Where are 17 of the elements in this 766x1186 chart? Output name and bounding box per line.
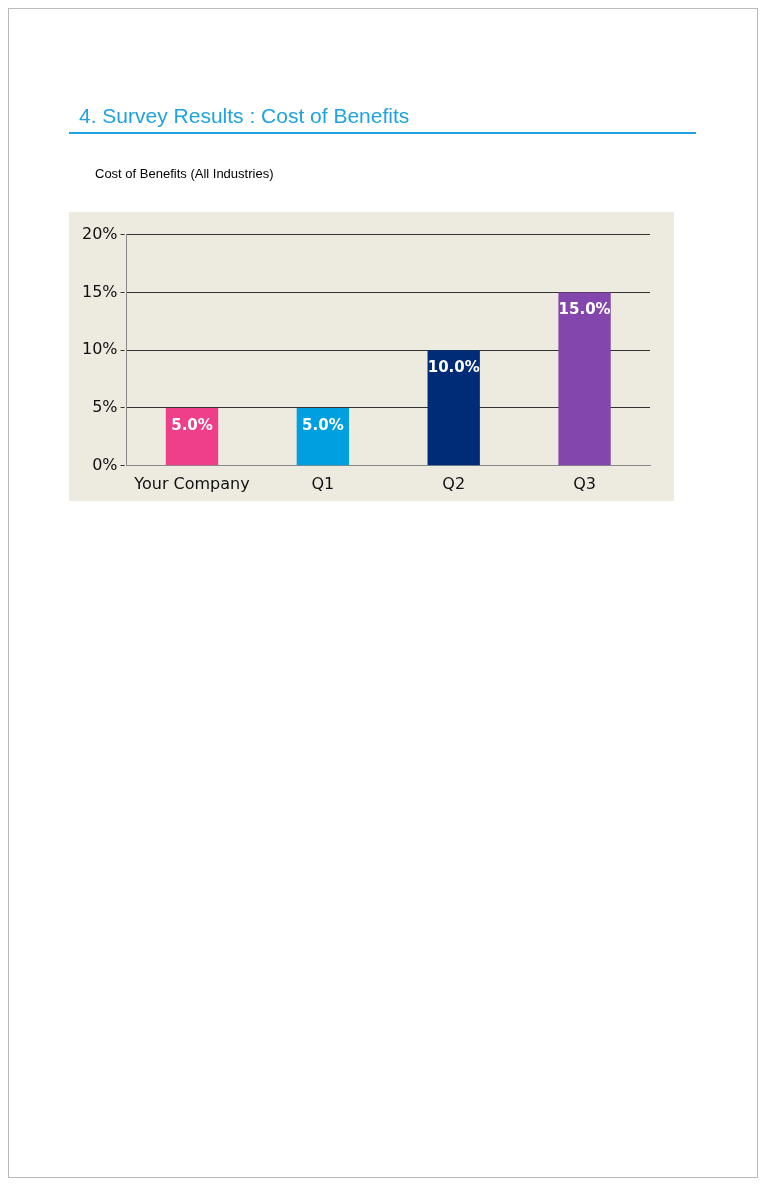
data-label: 5.0% [302,415,344,434]
x-tick-label: Your Company [133,473,250,493]
chart-title: 4. Survey Results : Cost of Benefits [78,104,410,127]
y-tick-label: 15% [82,281,118,301]
x-tick-label: Q3 [573,473,596,493]
chart-subtitle: Cost of Benefits (All Industries) [95,166,274,181]
y-tick-label: 20% [82,223,118,243]
bar [427,350,480,466]
data-label: 5.0% [171,415,213,434]
x-tick-label: Q2 [442,473,466,493]
y-tick-label: 0% [92,454,118,474]
y-tick-label: 10% [82,339,118,359]
data-label: 10.0% [427,358,480,377]
data-label: 15.0% [558,300,611,319]
x-tick-label: Q1 [311,473,335,493]
y-tick-label: 5% [92,397,118,417]
bar [558,292,611,466]
